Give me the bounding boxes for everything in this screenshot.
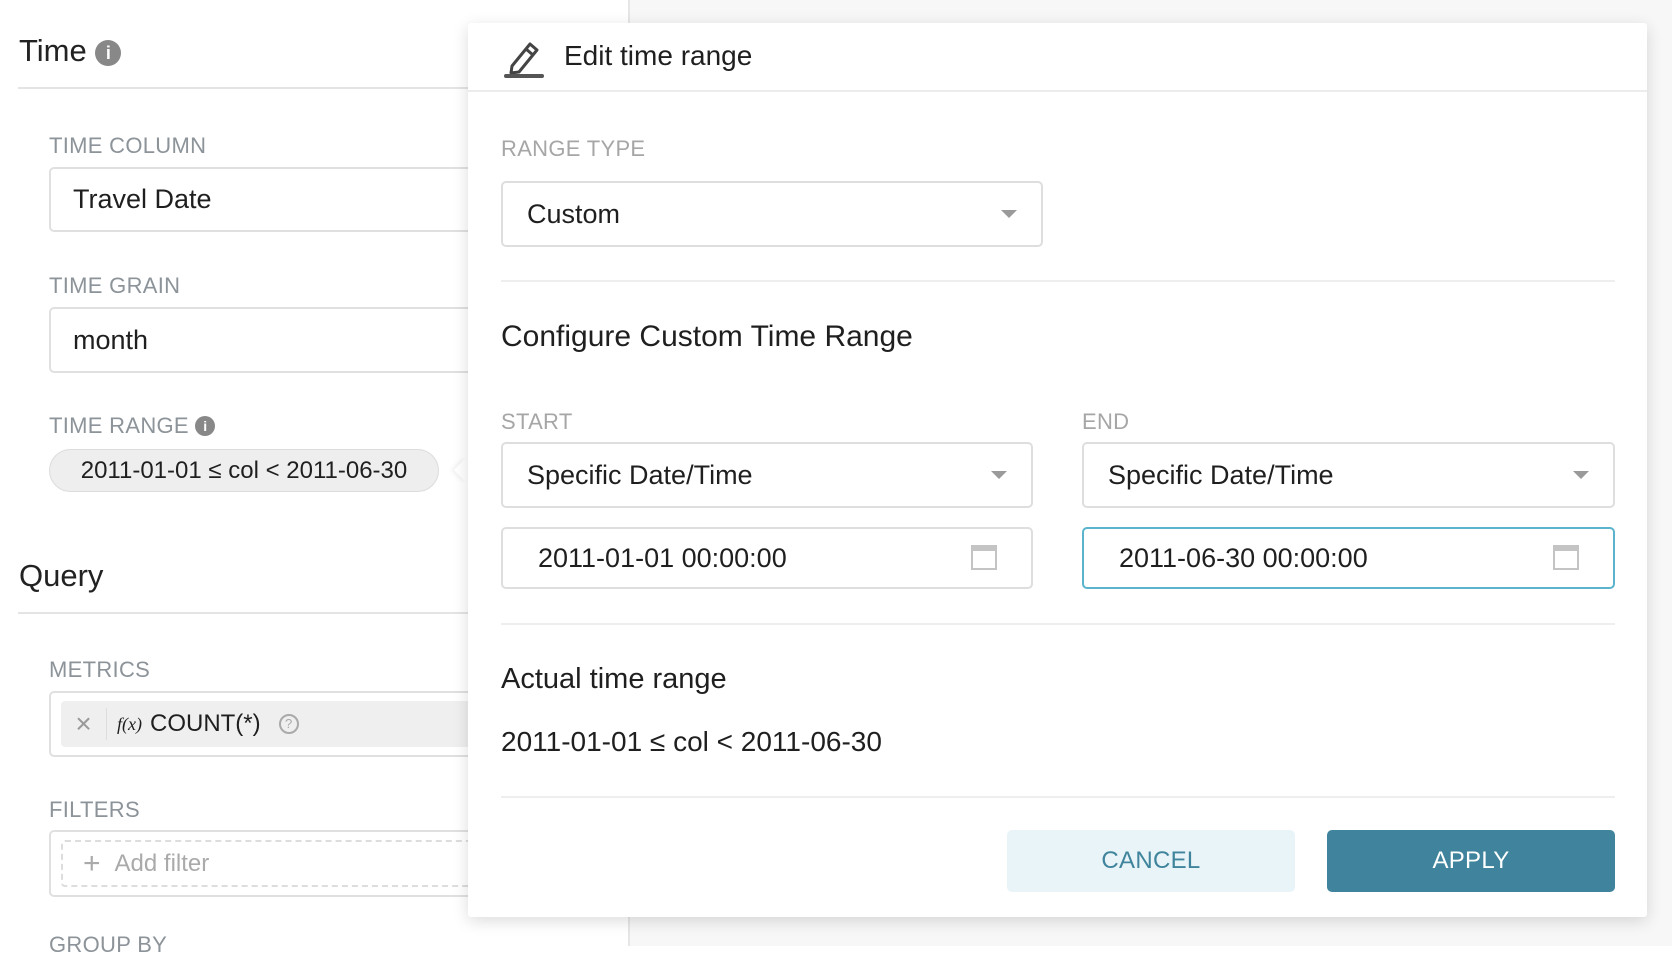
group-by-label: GROUP BY <box>49 932 168 957</box>
time-grain-label: TIME GRAIN <box>49 273 181 298</box>
custom-range-heading: Configure Custom Time Range <box>501 320 913 353</box>
metrics-box[interactable]: × f(x) COUNT(*) ? <box>49 691 489 757</box>
metric-chip[interactable]: × f(x) COUNT(*) ? <box>61 701 487 747</box>
time-range-label-text: TIME RANGE <box>49 413 189 438</box>
metrics-label: METRICS <box>49 657 151 682</box>
time-grain-value: month <box>73 324 149 355</box>
cancel-button[interactable]: CANCEL <box>1007 830 1295 892</box>
function-icon: f(x) <box>117 713 142 734</box>
edit-pencil-icon <box>504 36 544 83</box>
start-mode-value: Specific Date/Time <box>527 459 753 490</box>
add-filter-button[interactable]: + Add filter <box>61 840 487 887</box>
actual-range-heading: Actual time range <box>501 663 727 695</box>
divider <box>468 90 1647 92</box>
end-mode-value: Specific Date/Time <box>1108 459 1334 490</box>
range-type-value: Custom <box>527 198 621 229</box>
time-heading-text: Time <box>19 33 87 68</box>
end-label: END <box>1082 409 1130 434</box>
range-type-select[interactable]: Custom <box>501 181 1043 247</box>
remove-metric-icon[interactable]: × <box>61 708 107 740</box>
add-filter-label: Add filter <box>114 849 210 877</box>
divider <box>501 623 1615 625</box>
end-date-input[interactable]: 2011-06-30 00:00:00 <box>1082 527 1615 589</box>
chevron-down-icon <box>991 471 1007 479</box>
calendar-icon[interactable] <box>971 545 997 570</box>
end-mode-select[interactable]: Specific Date/Time <box>1082 442 1615 508</box>
divider <box>501 280 1615 282</box>
edit-time-range-popover: Edit time range RANGE TYPE Custom Config… <box>468 23 1647 917</box>
time-column-select[interactable]: Travel Date <box>49 167 489 232</box>
divider <box>18 612 470 614</box>
time-section-heading: Time i <box>19 33 122 69</box>
divider <box>18 87 470 89</box>
range-type-label: RANGE TYPE <box>501 136 646 161</box>
chevron-down-icon <box>1573 471 1589 479</box>
plus-icon: + <box>83 846 101 880</box>
filters-label: FILTERS <box>49 797 140 822</box>
start-label: START <box>501 409 573 434</box>
divider <box>501 796 1615 798</box>
calendar-icon[interactable] <box>1553 545 1579 570</box>
chevron-down-icon <box>1001 210 1017 218</box>
popover-title: Edit time range <box>564 40 753 71</box>
apply-button[interactable]: APPLY <box>1327 830 1615 892</box>
help-icon[interactable]: ? <box>278 714 299 734</box>
time-range-label: TIME RANGE i <box>49 413 216 439</box>
metric-name: COUNT(*) <box>149 710 261 737</box>
info-icon[interactable]: i <box>95 40 122 66</box>
start-date-value: 2011-01-01 00:00:00 <box>538 542 787 573</box>
query-heading: Query <box>19 558 104 593</box>
time-range-pill[interactable]: 2011-01-01 ≤ col < 2011-06-30 <box>49 449 439 492</box>
info-icon[interactable]: i <box>195 416 216 436</box>
time-range-value: 2011-01-01 ≤ col < 2011-06-30 <box>80 456 408 484</box>
time-column-label: TIME COLUMN <box>49 133 207 158</box>
end-date-value: 2011-06-30 00:00:00 <box>1119 542 1368 573</box>
start-mode-select[interactable]: Specific Date/Time <box>501 442 1033 508</box>
actual-range-value: 2011-01-01 ≤ col < 2011-06-30 <box>501 726 882 757</box>
time-grain-select[interactable]: month <box>49 307 489 373</box>
time-column-value: Travel Date <box>73 184 212 214</box>
filters-box: + Add filter <box>49 830 489 897</box>
start-date-input[interactable]: 2011-01-01 00:00:00 <box>501 527 1033 589</box>
